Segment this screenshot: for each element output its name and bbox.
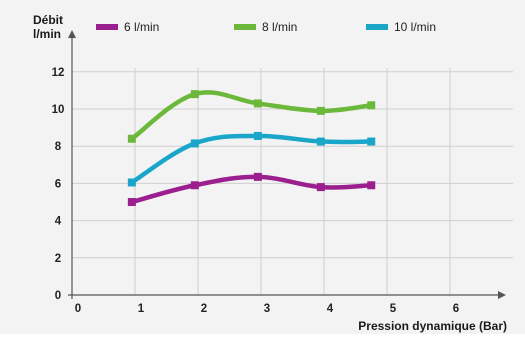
series-0-point-4 (367, 181, 376, 190)
legend-swatch-0 (96, 24, 118, 30)
series-0-point-2 (253, 172, 262, 181)
y-tick-label-10: 10 (52, 104, 65, 116)
y-tick-label-12: 12 (52, 67, 65, 79)
y-tick-labels: 0 2 4 6 8 10 12 (52, 67, 65, 302)
series-2-point-4 (367, 137, 376, 146)
axes (68, 30, 506, 299)
legend-label-1: 8 l/min (262, 20, 297, 34)
y-tick-label-8: 8 (55, 141, 62, 153)
series-lines (127, 90, 376, 206)
y-axis-label: Débit l/min (33, 13, 63, 41)
y-axis-label-line-1: l/min (33, 27, 61, 41)
y-axis-label-line-0: Débit (33, 13, 63, 27)
legend-swatch-1 (234, 24, 256, 30)
legend-label-2: 10 l/min (394, 20, 436, 34)
y-axis-arrow-icon (68, 30, 76, 38)
legend: 6 l/min 8 l/min 10 l/min (96, 20, 436, 34)
series-1-point-1 (190, 90, 199, 99)
series-line-0 (131, 174, 372, 205)
legend-swatch-2 (366, 24, 388, 30)
x-axis-arrow-icon (498, 291, 506, 299)
x-tick-label-2: 2 (201, 303, 207, 315)
series-1-point-4 (367, 101, 376, 110)
series-0-point-0 (127, 198, 136, 206)
x-axis-label: Pression dynamique (Bar) (358, 319, 507, 333)
legend-label-0: 6 l/min (124, 20, 159, 34)
x-tick-label-5: 5 (390, 303, 397, 315)
y-tick-label-4: 4 (55, 216, 62, 228)
series-0-point-1 (190, 181, 199, 190)
series-1-point-3 (316, 106, 325, 115)
series-1-point-2 (253, 99, 262, 108)
series-1-point-0 (127, 134, 136, 143)
series-2-point-0 (127, 178, 136, 187)
series-line-1 (130, 90, 372, 141)
x-tick-label-3: 3 (264, 303, 270, 315)
y-tick-label-6: 6 (55, 178, 61, 190)
series-0-point-3 (316, 183, 325, 192)
x-tick-label-1: 1 (138, 303, 145, 315)
y-tick-label-0: 0 (55, 290, 61, 302)
series-2-point-3 (316, 137, 325, 146)
x-tick-label-4: 4 (327, 303, 334, 315)
x-tick-labels: 0 1 2 3 4 5 6 (75, 303, 459, 315)
series-2-point-2 (253, 131, 262, 140)
x-tick-label-6: 6 (453, 303, 459, 315)
y-tick-label-2: 2 (55, 253, 61, 265)
series-2-point-1 (190, 139, 199, 148)
x-tick-label-0: 0 (75, 303, 81, 315)
